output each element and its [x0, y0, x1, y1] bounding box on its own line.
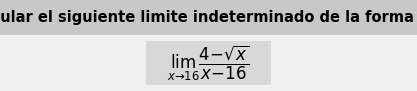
Bar — [0, 35, 417, 91]
Text: $\lim_{x \to 16} \dfrac{4 - \sqrt{x}}{x - 16}$: $\lim_{x \to 16} \dfrac{4 - \sqrt{x}}{x … — [167, 43, 250, 83]
Bar — [0, 0, 417, 35]
Text: Calcular el siguiente limite indeterminado de la forma 0/0:: Calcular el siguiente limite indetermina… — [0, 10, 417, 25]
Bar — [146, 41, 271, 85]
